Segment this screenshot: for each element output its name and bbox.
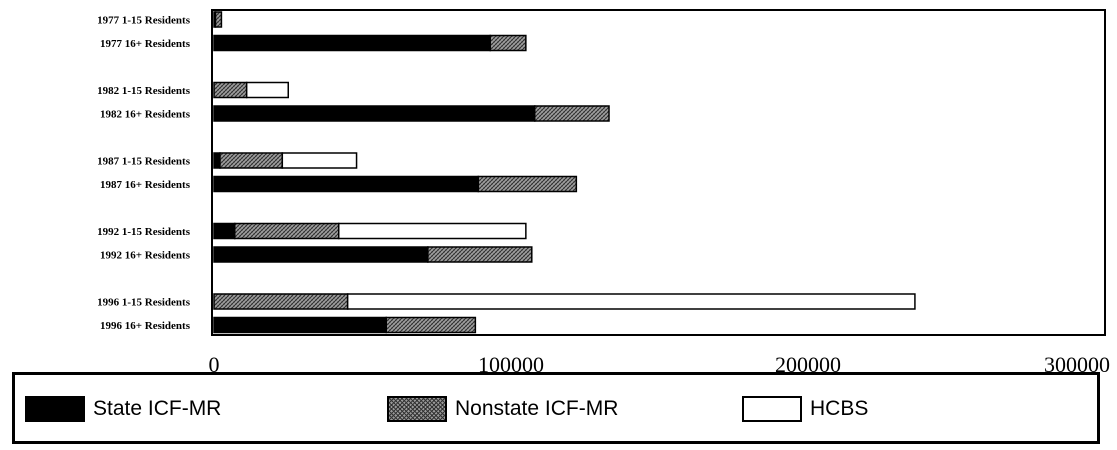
category-label: 1982 16+ Residents: [100, 109, 191, 121]
legend-item-hcbs: HCBS: [742, 395, 868, 423]
bar-1977-16-residents-state-icf-mr: [213, 34, 491, 52]
bar-1996-1-15-residents-nonstate-icf-mr: [213, 293, 349, 310]
category-label: 1996 1-15 Residents: [97, 297, 191, 309]
category-label: 1996 16+ Residents: [100, 320, 191, 332]
legend-label-hcbs: HCBS: [810, 397, 869, 420]
legend-label-nonstate: Nonstate ICF-MR: [455, 397, 619, 420]
bar-1992-1-15-residents-hcbs: [337, 222, 527, 240]
legend-swatch-nonstate: [387, 396, 447, 422]
legend-item-nonstate: Nonstate ICF-MR: [387, 395, 618, 423]
category-label: 1982 1-15 Residents: [97, 85, 191, 97]
bar-1977-16-residents-nonstate-icf-mr: [489, 34, 527, 52]
x-tick-label: 0: [209, 352, 220, 377]
bar-1992-1-15-residents-nonstate-icf-mr: [234, 222, 340, 240]
legend-swatch-state: [25, 396, 85, 422]
bar-1982-16-residents-nonstate-icf-mr: [534, 105, 610, 122]
bar-1982-16-residents-state-icf-mr: [213, 105, 536, 122]
bar-1977-1-15-residents-nonstate-icf-mr: [214, 11, 223, 28]
legend-item-state: State ICF-MR: [25, 395, 221, 423]
category-label: 1992 1-15 Residents: [97, 226, 191, 238]
plot-area-frame: [211, 9, 1106, 336]
bar-1996-16-residents-nonstate-icf-mr: [385, 316, 477, 334]
bar-1982-1-15-residents-nonstate-icf-mr: [213, 81, 248, 99]
bar-1996-16-residents-state-icf-mr: [213, 316, 388, 334]
category-label: 1987 16+ Residents: [100, 179, 191, 191]
bar-1987-16-residents-state-icf-mr: [213, 175, 480, 193]
legend-swatch-hcbs: [742, 396, 802, 422]
bar-1996-1-15-residents-hcbs: [346, 293, 916, 310]
category-label: 1992 16+ Residents: [100, 250, 191, 262]
bars-group: [213, 11, 916, 334]
bar-1992-16-residents-state-icf-mr: [213, 246, 429, 263]
bar-1992-1-15-residents-state-icf-mr: [213, 222, 236, 240]
bar-1987-1-15-residents-hcbs: [281, 152, 358, 169]
bar-1982-1-15-residents-hcbs: [245, 81, 289, 99]
category-label: 1977 1-15 Residents: [97, 15, 191, 27]
category-labels: 1977 1-15 Residents 1977 16+ Residents 198…: [97, 15, 191, 333]
bar-1987-1-15-residents-state-icf-mr: [213, 152, 221, 169]
legend-label-state: State ICF-MR: [93, 397, 222, 420]
bar-1992-16-residents-nonstate-icf-mr: [427, 246, 533, 263]
category-label: 1987 1-15 Residents: [97, 156, 191, 168]
category-label: 1977 16+ Residents: [100, 38, 191, 50]
bar-1987-16-residents-nonstate-icf-mr: [477, 175, 578, 193]
bar-1987-1-15-residents-nonstate-icf-mr: [219, 152, 284, 169]
legend: State ICF-MR Nonstate ICF-MR HCBS: [12, 372, 1100, 444]
